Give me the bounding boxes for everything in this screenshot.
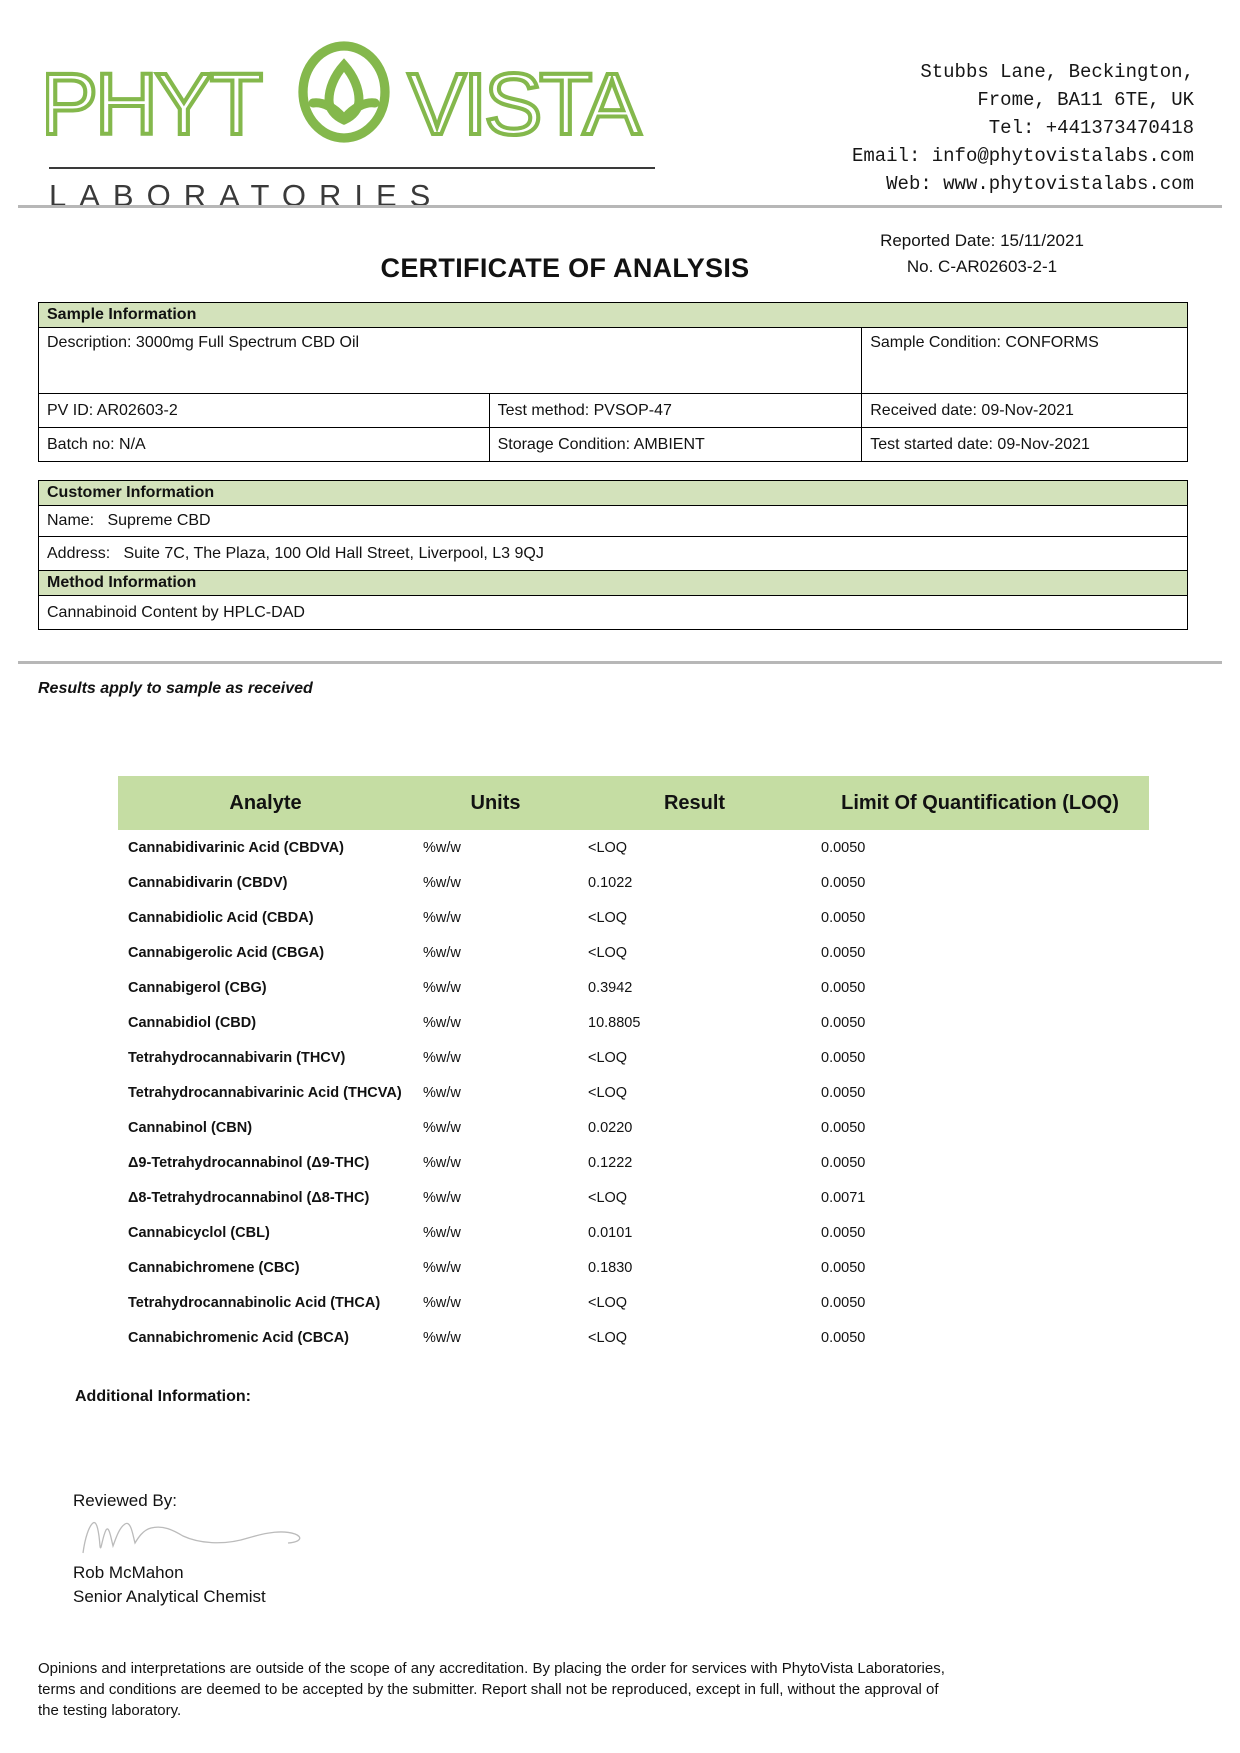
svg-text:VISTA: VISTA <box>408 56 641 153</box>
svg-text:PHYT: PHYT <box>46 56 262 153</box>
